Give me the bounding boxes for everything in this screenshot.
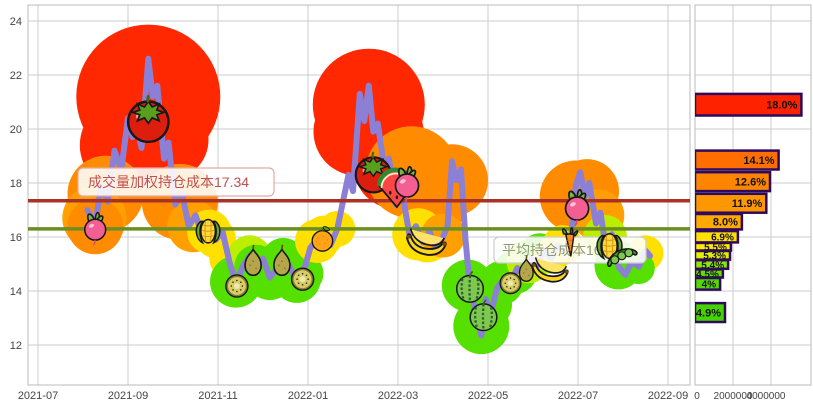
vwap-label-box	[77, 167, 275, 197]
dist-x-tick-label: 4000000	[747, 391, 786, 402]
vwap-cost-label: 成交量加权持仓成本17.34	[77, 167, 275, 197]
kiwi-icon	[499, 272, 522, 295]
bar-label: 8.0%	[713, 217, 738, 229]
distribution-bars: 18.0% 14.1% 12.6% 11.9% 8.0% 6.9%5.5%5.3%5.4%…	[695, 92, 803, 324]
bar-label: 6.9%	[711, 233, 734, 244]
x-tick-label: 2022-01	[288, 390, 328, 402]
distribution-bar	[695, 276, 722, 291]
watermelon-icon	[455, 270, 485, 303]
x-tick-label: 2022-03	[378, 390, 418, 402]
y-tick-label: 16	[10, 232, 22, 244]
banana-icon	[531, 257, 569, 283]
bar-label: 18.0%	[766, 100, 797, 112]
tomato-icon	[126, 94, 170, 144]
bar-label: 4.9%	[696, 307, 721, 319]
y-tick-label: 24	[10, 16, 22, 28]
distribution-bar	[695, 192, 768, 214]
x-tick-label: 2022-09	[648, 390, 688, 402]
distribution-bar	[695, 149, 780, 171]
y-tick-label: 12	[10, 340, 22, 352]
corn-icon	[195, 218, 221, 245]
pear-icon	[273, 244, 291, 277]
avg-label-text: 平均持仓成本16.30	[502, 242, 621, 258]
x-tick-label: 2021-07	[18, 390, 58, 402]
radish-icon	[394, 165, 420, 204]
chart-base-layer: 24 22 20 18 16 14 12 2021-07 2021-09 2021-11 2022-…	[10, 4, 812, 402]
bar-label: 5.3%	[703, 251, 726, 262]
x-tick-label: 2022-05	[468, 390, 508, 402]
fruit-markers-layer	[83, 94, 638, 332]
bar-label: 14.1%	[743, 155, 774, 167]
y-tick-label: 18	[10, 178, 22, 190]
kiwi-icon	[225, 274, 249, 298]
peas-icon	[606, 248, 638, 268]
watermelon-icon	[469, 299, 498, 332]
y-tick-label: 14	[10, 286, 22, 298]
distribution-bar	[695, 212, 744, 231]
radish-icon	[564, 188, 590, 227]
bar-label: 12.6%	[735, 177, 766, 189]
bar-label: 4%	[702, 280, 717, 291]
x-tick-label: 2021-11	[198, 390, 238, 402]
bar-label: 4.5%	[696, 269, 719, 280]
pear-icon	[244, 244, 262, 277]
distribution-bar	[695, 92, 803, 117]
y-tick-label: 20	[10, 124, 22, 136]
tomato-icon	[354, 151, 392, 194]
corn-icon	[596, 232, 623, 261]
banana-icon	[406, 228, 447, 256]
main-plot-border	[27, 4, 691, 386]
vwap-label-text: 成交量加权持仓成本17.34	[88, 174, 249, 190]
y-tick-label: 22	[10, 70, 22, 82]
bar-label: 11.9%	[732, 198, 763, 210]
radish-icon	[83, 211, 107, 246]
x-tick-label: 2022-07	[558, 390, 598, 402]
bar-label: 5.4%	[701, 260, 724, 271]
kiwi-icon	[290, 267, 315, 291]
dist-x-tick-label: 0	[694, 391, 700, 402]
distribution-bar	[695, 170, 772, 193]
pear-icon	[518, 255, 534, 282]
carrot-icon	[561, 227, 579, 257]
x-tick-label: 2021-09	[108, 390, 148, 402]
dist-x-tick-label: 2000000	[714, 391, 753, 402]
distribution-bar	[695, 301, 727, 324]
bar-label: 5.5%	[704, 243, 727, 254]
tangerine-icon	[311, 226, 334, 252]
